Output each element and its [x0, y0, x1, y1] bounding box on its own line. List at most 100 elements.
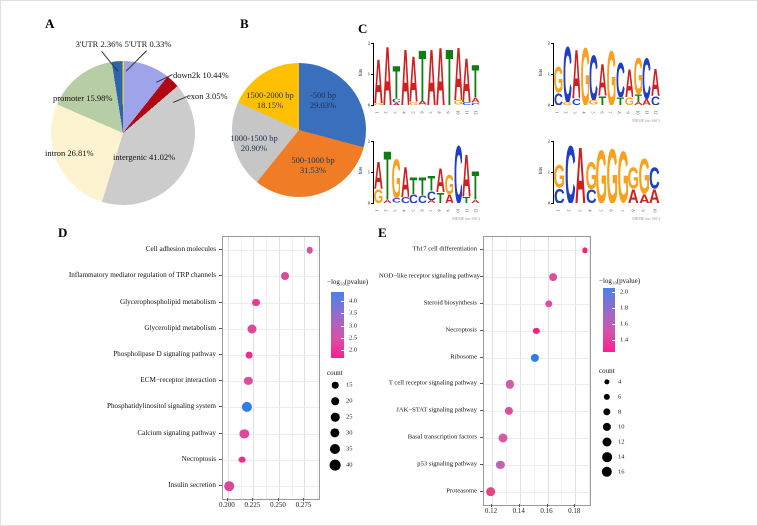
logo-y-tick-label: 1 [367, 71, 370, 77]
pie-slice-label: promoter 15.98% [53, 93, 113, 103]
logo-x-tick-label: 10 [652, 208, 658, 213]
svg-text:C: C [572, 99, 581, 105]
svg-text:A: A [639, 194, 650, 203]
pie-slice-percent: 18.15% [256, 100, 284, 111]
logo-letter-C: C [409, 194, 418, 203]
svg-text:C: C [642, 57, 651, 99]
logo-x-tick-label: 9 [445, 111, 451, 114]
legend-count-label: 35 [346, 445, 353, 453]
logo-letter-C: C [471, 103, 480, 105]
logo-x-tick-label: 10 [635, 110, 641, 115]
y-axis-tick [480, 249, 483, 251]
pie-slice-label: 1000-1500 bp 20.90% [219, 133, 289, 153]
logo-letter-G: G [639, 158, 650, 194]
pie-slice-label: 500-1000 bp 31.53% [278, 155, 348, 175]
legend-colorbar-tick [341, 337, 344, 339]
logo-letter-G: G [596, 149, 607, 203]
svg-text:G: G [374, 189, 383, 203]
logo-y-tick-label: 0 [547, 200, 550, 206]
category-label: T cell receptor signaling pathway [388, 379, 477, 387]
legend-count-label: 15 [346, 381, 353, 389]
logo-letter-C: C [616, 62, 625, 98]
pie-slice-label: exon 3.05% [187, 91, 228, 101]
gridline-horizontal [484, 464, 590, 466]
logo-letter-C: C [418, 195, 427, 203]
y-axis-tick [480, 490, 483, 492]
logo-letter-C: C [565, 144, 576, 203]
gridline-vertical [266, 237, 268, 499]
data-point [533, 327, 540, 334]
svg-text:G: G [563, 102, 572, 105]
svg-text:C: C [649, 167, 660, 189]
gridline-horizontal [484, 250, 590, 252]
gridline-vertical [291, 237, 293, 499]
logo-letter-A: A [436, 167, 445, 192]
data-point [504, 407, 513, 416]
svg-text:C: C [589, 54, 598, 101]
panel-a-letter: A [45, 16, 55, 31]
logo-y-tick-label: 1 [547, 169, 550, 175]
legend-count-label: 10 [618, 423, 625, 431]
svg-text:T: T [472, 170, 480, 199]
svg-text:G: G [409, 102, 418, 105]
svg-text:T: T [410, 177, 418, 194]
logo-letter-T: T [436, 192, 445, 203]
logo-letter-A: A [471, 98, 480, 103]
pie-chart-fragment-sizes [232, 63, 366, 197]
logo-letter-A: A [454, 46, 463, 100]
logo-letter-A: A [374, 58, 383, 103]
y-axis-tick [480, 276, 483, 278]
logo-y-axis-label: bits [539, 166, 545, 175]
logo-column: A [436, 46, 445, 105]
logo-letter-A: A [651, 68, 660, 96]
gridline-vertical [278, 237, 280, 499]
sequence-logo-plot: 2 1 0 bits A G 1 T A 2 G C 3 A C 4 T C 5 T C 6 T C A 7 A T 8 G A 9 C 10 A T… [359, 139, 480, 222]
meme-watermark: MEME (no SSC) [632, 216, 660, 221]
logo-y-tick-mark [551, 141, 554, 142]
legend-colorbar-tick [341, 325, 344, 327]
svg-text:G: G [596, 149, 607, 203]
category-label: Glycerophospholipid metabolism [119, 297, 216, 306]
logo-x-tick-label: 12 [473, 208, 479, 213]
svg-text:G: G [634, 57, 643, 94]
svg-text:G: G [628, 167, 639, 189]
logo-letter-A: A [575, 146, 586, 203]
logo-letter-G: G [628, 167, 639, 189]
logo-y-axis-label: bits [359, 68, 365, 77]
logo-letter-T: T [383, 150, 392, 200]
pie-slice-name: 1000-1500 bp [230, 133, 278, 143]
logo-x-tick-label: 3 [392, 209, 398, 212]
logo-letter-G: G [409, 102, 418, 105]
logo-letter-A: A [639, 194, 650, 203]
meme-watermark: MEME (no SSC) [452, 216, 480, 221]
logo-letter-T: T [427, 175, 436, 191]
category-label: Cell adhesion molecules [145, 245, 216, 254]
x-axis-tick-label: 0.18 [568, 507, 581, 515]
svg-text:G: G [554, 66, 563, 92]
sequence-logo-plot: 2 1 0 bits A G 1 A 2 T C A 3 A 4 A G 5 T A 6 A 7 A 8 T 9 A G 10 A C 11 T A… [359, 41, 480, 115]
logo-letter-C: C [554, 93, 563, 105]
svg-text:T: T [472, 64, 480, 98]
logo-x-tick-label: 5 [590, 111, 596, 114]
logo-x-tick-label: 5 [410, 209, 416, 212]
legend-count-dot [603, 408, 611, 416]
pie-slice-label: down2k 10.44% [173, 70, 229, 80]
svg-text:A: A [625, 68, 634, 97]
svg-text:G: G [607, 49, 616, 105]
logo-x-tick-label: 3 [572, 111, 578, 114]
logo-letter-T: T [409, 177, 418, 194]
legend-colorbar-tick [341, 301, 344, 303]
gridline-horizontal [484, 330, 590, 332]
svg-text:C: C [554, 93, 563, 105]
logo-letter-C: C [392, 99, 401, 103]
category-label: Insulin secretion [168, 480, 216, 489]
logo-letter-T: T [616, 97, 625, 105]
logo-x-tick-label: 7 [427, 209, 433, 212]
category-label: ECM−receptor interaction [140, 376, 216, 385]
svg-text:C: C [554, 188, 565, 204]
